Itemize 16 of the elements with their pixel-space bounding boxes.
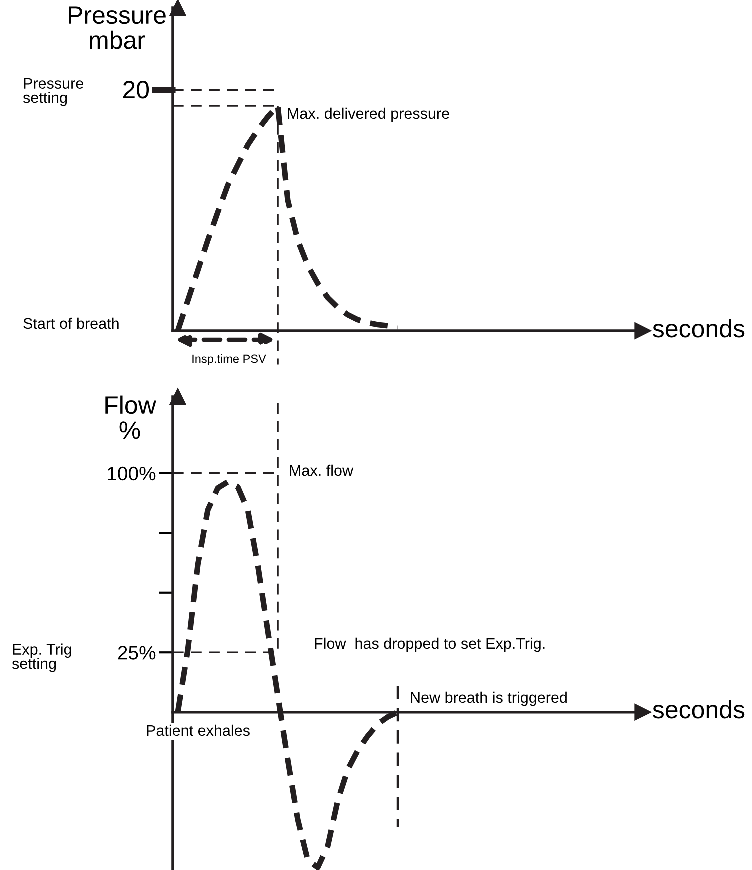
y-axis-title: Pressure mbar	[69, 6, 166, 50]
annotation: Patient exhales	[147, 724, 250, 736]
x-axis-title: seconds	[653, 700, 745, 719]
text: Insp.time PSV	[192, 354, 266, 366]
text: 20	[123, 81, 150, 99]
annotation: Max. flow	[290, 464, 354, 476]
text: Start of breath	[24, 318, 119, 330]
x-axis-title: seconds	[653, 319, 745, 338]
y-tick-label: 100%	[108, 466, 156, 481]
text: Exp. Trig setting	[12, 644, 72, 672]
y-tick-label: 25%	[118, 646, 156, 660]
annotation: Max. delivered pressure	[288, 108, 450, 122]
text: Pressure setting	[23, 78, 84, 106]
annotation: Flow has dropped to set Exp.Trig.	[315, 638, 545, 652]
annotation: New breath is triggered	[411, 692, 567, 706]
y-axis-title: Flow %	[106, 396, 156, 440]
